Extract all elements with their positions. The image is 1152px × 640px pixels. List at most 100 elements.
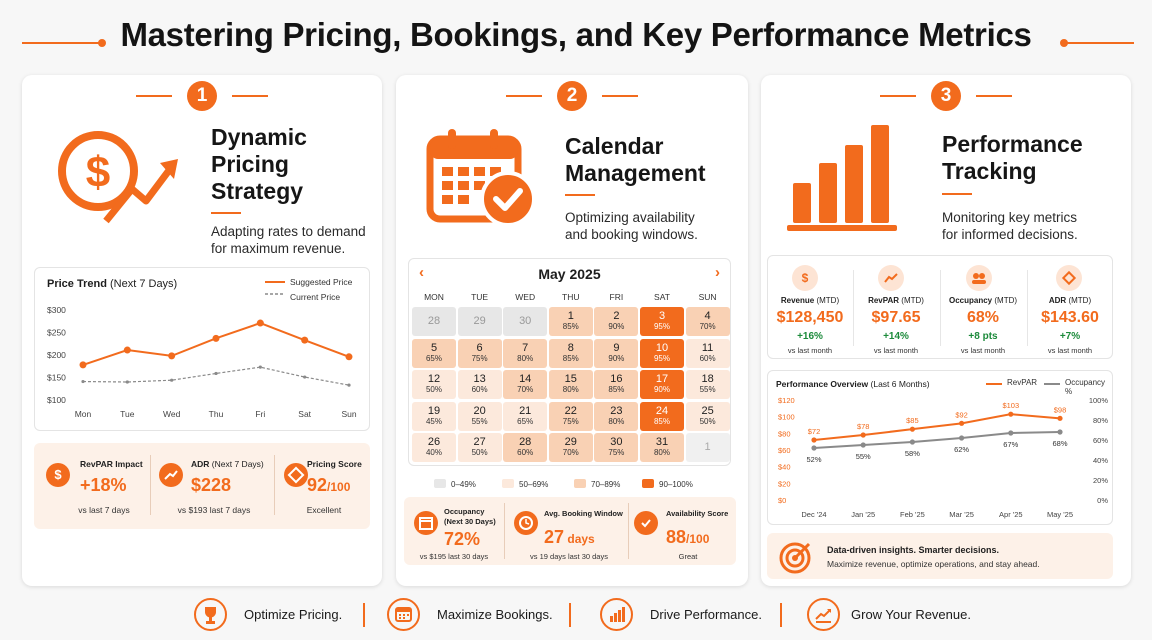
kpi-change: +14% bbox=[883, 331, 909, 342]
calendar-day[interactable]: 31 80% bbox=[640, 433, 684, 462]
card-title: Dynamic Pricing Strategy bbox=[211, 124, 307, 205]
insight-body: Maximize revenue, optimize operations, a… bbox=[827, 559, 1040, 569]
title-underline bbox=[565, 194, 595, 196]
metric-label-line2: (Next 30 Days) bbox=[444, 517, 496, 526]
x-tick-label: Mon bbox=[75, 409, 92, 419]
y-left-tick-label: $100 bbox=[778, 413, 795, 422]
calendar-day[interactable]: 25 50% bbox=[685, 401, 730, 431]
metric-value-number: 27 bbox=[544, 527, 565, 547]
calendar-day[interactable]: 28 bbox=[412, 307, 456, 336]
data-label: $85 bbox=[906, 416, 919, 425]
number-rule-right bbox=[602, 95, 638, 97]
calendar-day[interactable]: 5 65% bbox=[412, 338, 456, 368]
next-month-button[interactable]: › bbox=[715, 264, 720, 281]
metric-value: $228 bbox=[191, 475, 232, 495]
calendar-day[interactable]: 7 80% bbox=[503, 338, 548, 368]
calendar-day[interactable]: 23 80% bbox=[594, 401, 639, 431]
data-label: $103 bbox=[1002, 401, 1019, 410]
metric-value: 92/100 bbox=[307, 475, 350, 496]
calendar-day[interactable]: 19 45% bbox=[412, 401, 456, 431]
data-label: 58% bbox=[905, 449, 920, 458]
metric-value: 88/100 bbox=[666, 527, 709, 548]
calendar-day[interactable]: 28 60% bbox=[503, 433, 548, 462]
kpi-change: +16% bbox=[797, 331, 823, 342]
data-label: 52% bbox=[806, 455, 821, 464]
day-number: 10 bbox=[655, 341, 669, 354]
metric-value: 27 days bbox=[544, 527, 595, 548]
calendar-day[interactable]: 14 70% bbox=[503, 370, 548, 399]
day-number: 5 bbox=[430, 341, 438, 354]
calendar-day[interactable]: 22 75% bbox=[548, 401, 593, 431]
y-tick-label: $100 bbox=[47, 395, 66, 405]
weekday-label: TUE bbox=[471, 292, 489, 302]
card-performance-tracking: 3 Performance Tracking Monitoring key me… bbox=[761, 75, 1131, 586]
weekday-label: WED bbox=[515, 292, 536, 302]
day-occupancy: 85% bbox=[562, 353, 579, 363]
calendar-day[interactable]: 20 55% bbox=[457, 401, 502, 431]
day-occupancy: 75% bbox=[562, 416, 579, 426]
footer-separator bbox=[569, 603, 571, 627]
day-occupancy: 70% bbox=[699, 322, 716, 331]
calendar-day[interactable]: 15 80% bbox=[548, 370, 593, 399]
calendar-day[interactable]: 24 85% bbox=[640, 401, 684, 431]
calendar-day[interactable]: 30 bbox=[503, 307, 548, 336]
calendar-day[interactable]: 12 50% bbox=[412, 370, 456, 399]
calendar-day[interactable]: 1 bbox=[685, 433, 730, 462]
title-right-rule bbox=[1064, 42, 1134, 44]
calendar-day[interactable]: 27 50% bbox=[457, 433, 502, 462]
calendar-day[interactable]: 10 95% bbox=[640, 338, 684, 368]
calendar-day[interactable]: 30 75% bbox=[594, 433, 639, 462]
day-number: 23 bbox=[610, 404, 623, 417]
data-label: $92 bbox=[955, 410, 968, 419]
kpi-label-suffix: (MTD) bbox=[901, 296, 924, 305]
calendar-day[interactable]: 11 60% bbox=[685, 338, 730, 368]
data-point bbox=[959, 435, 965, 441]
x-tick-label: Jan '25 bbox=[851, 510, 875, 519]
day-occupancy: 65% bbox=[425, 353, 442, 363]
x-tick-label: Wed bbox=[163, 409, 181, 419]
calendar-day[interactable]: 21 65% bbox=[503, 401, 548, 431]
calendar-day[interactable]: 2 90% bbox=[594, 307, 639, 336]
card-title-line2: Pricing bbox=[211, 151, 289, 177]
calendar-day[interactable]: 18 55% bbox=[685, 370, 730, 399]
kpi-note: vs last month bbox=[1047, 346, 1093, 355]
weekday-label: THU bbox=[562, 292, 580, 302]
legend-swatch bbox=[574, 479, 586, 488]
chart-legend-swatches bbox=[986, 383, 1060, 385]
calendar-day[interactable]: 6 75% bbox=[457, 338, 502, 368]
calendar-day[interactable]: 4 70% bbox=[685, 307, 730, 336]
day-occupancy: 80% bbox=[608, 416, 625, 426]
calendar-day[interactable]: 1 85% bbox=[548, 307, 593, 336]
chart-title-suffix: (Last 6 Months) bbox=[870, 379, 930, 389]
calendar-day[interactable]: 29 bbox=[457, 307, 502, 336]
calendar-day[interactable]: 3 95% bbox=[640, 307, 684, 336]
kpi-label-main: ADR bbox=[1048, 296, 1067, 305]
calendar-day[interactable]: 8 85% bbox=[548, 338, 593, 368]
insight-banner: Data-driven insights. Smarter decisions.… bbox=[767, 533, 1113, 579]
day-number: 9 bbox=[613, 341, 620, 354]
divider bbox=[150, 455, 151, 515]
y-left-tick-label: $0 bbox=[778, 496, 786, 505]
data-point bbox=[79, 361, 87, 369]
calendar-day[interactable]: 16 85% bbox=[594, 370, 639, 399]
step-number-badge: 3 bbox=[931, 81, 961, 111]
tag-icon bbox=[1056, 265, 1082, 291]
day-occupancy: 90% bbox=[608, 322, 625, 331]
trend-up-icon bbox=[878, 265, 904, 291]
calendar-day[interactable]: 17 90% bbox=[640, 370, 684, 399]
kpi-label: Occupancy (MTD) bbox=[941, 296, 1025, 305]
day-number: 25 bbox=[701, 404, 714, 417]
data-point bbox=[811, 437, 817, 443]
trend-up-icon bbox=[159, 463, 183, 487]
calendar-day[interactable]: 29 70% bbox=[548, 433, 593, 462]
kpi-label-main: RevPAR bbox=[868, 296, 900, 305]
card-title-line2: Tracking bbox=[942, 158, 1037, 184]
calendar-day[interactable]: 9 90% bbox=[594, 338, 639, 368]
day-occupancy: 85% bbox=[562, 322, 579, 331]
users-icon bbox=[966, 265, 992, 291]
kpi-label-suffix: (MTD) bbox=[1068, 296, 1092, 305]
calendar-day[interactable]: 26 40% bbox=[412, 433, 456, 462]
prev-month-button[interactable]: ‹ bbox=[419, 264, 424, 281]
calendar-day[interactable]: 13 60% bbox=[457, 370, 502, 399]
card-subtitle-line2: for maximum revenue. bbox=[211, 241, 346, 256]
